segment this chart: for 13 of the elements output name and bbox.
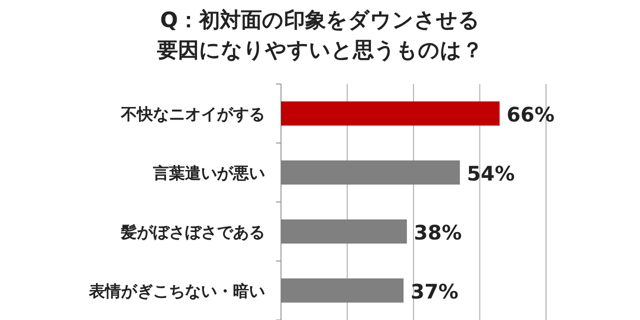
bar	[281, 219, 407, 244]
y-tick-label: 言葉遣いが悪い	[152, 164, 265, 182]
bar	[281, 160, 460, 185]
data-label: 54%	[466, 162, 515, 186]
data-label: 37%	[410, 280, 458, 304]
bar	[281, 278, 404, 303]
data-label: 38%	[414, 220, 462, 244]
data-label: 66%	[506, 102, 554, 126]
y-tick-label: 髪がぼさぼさである	[120, 222, 265, 242]
bar	[281, 101, 500, 126]
chart-title: Q：初対面の印象をダウンさせる要因になりやすいと思うものは？	[156, 8, 483, 62]
y-tick-label: 不快なニオイがする	[120, 104, 265, 124]
y-tick-label: 表情がぎこちない・暗い	[88, 282, 265, 300]
